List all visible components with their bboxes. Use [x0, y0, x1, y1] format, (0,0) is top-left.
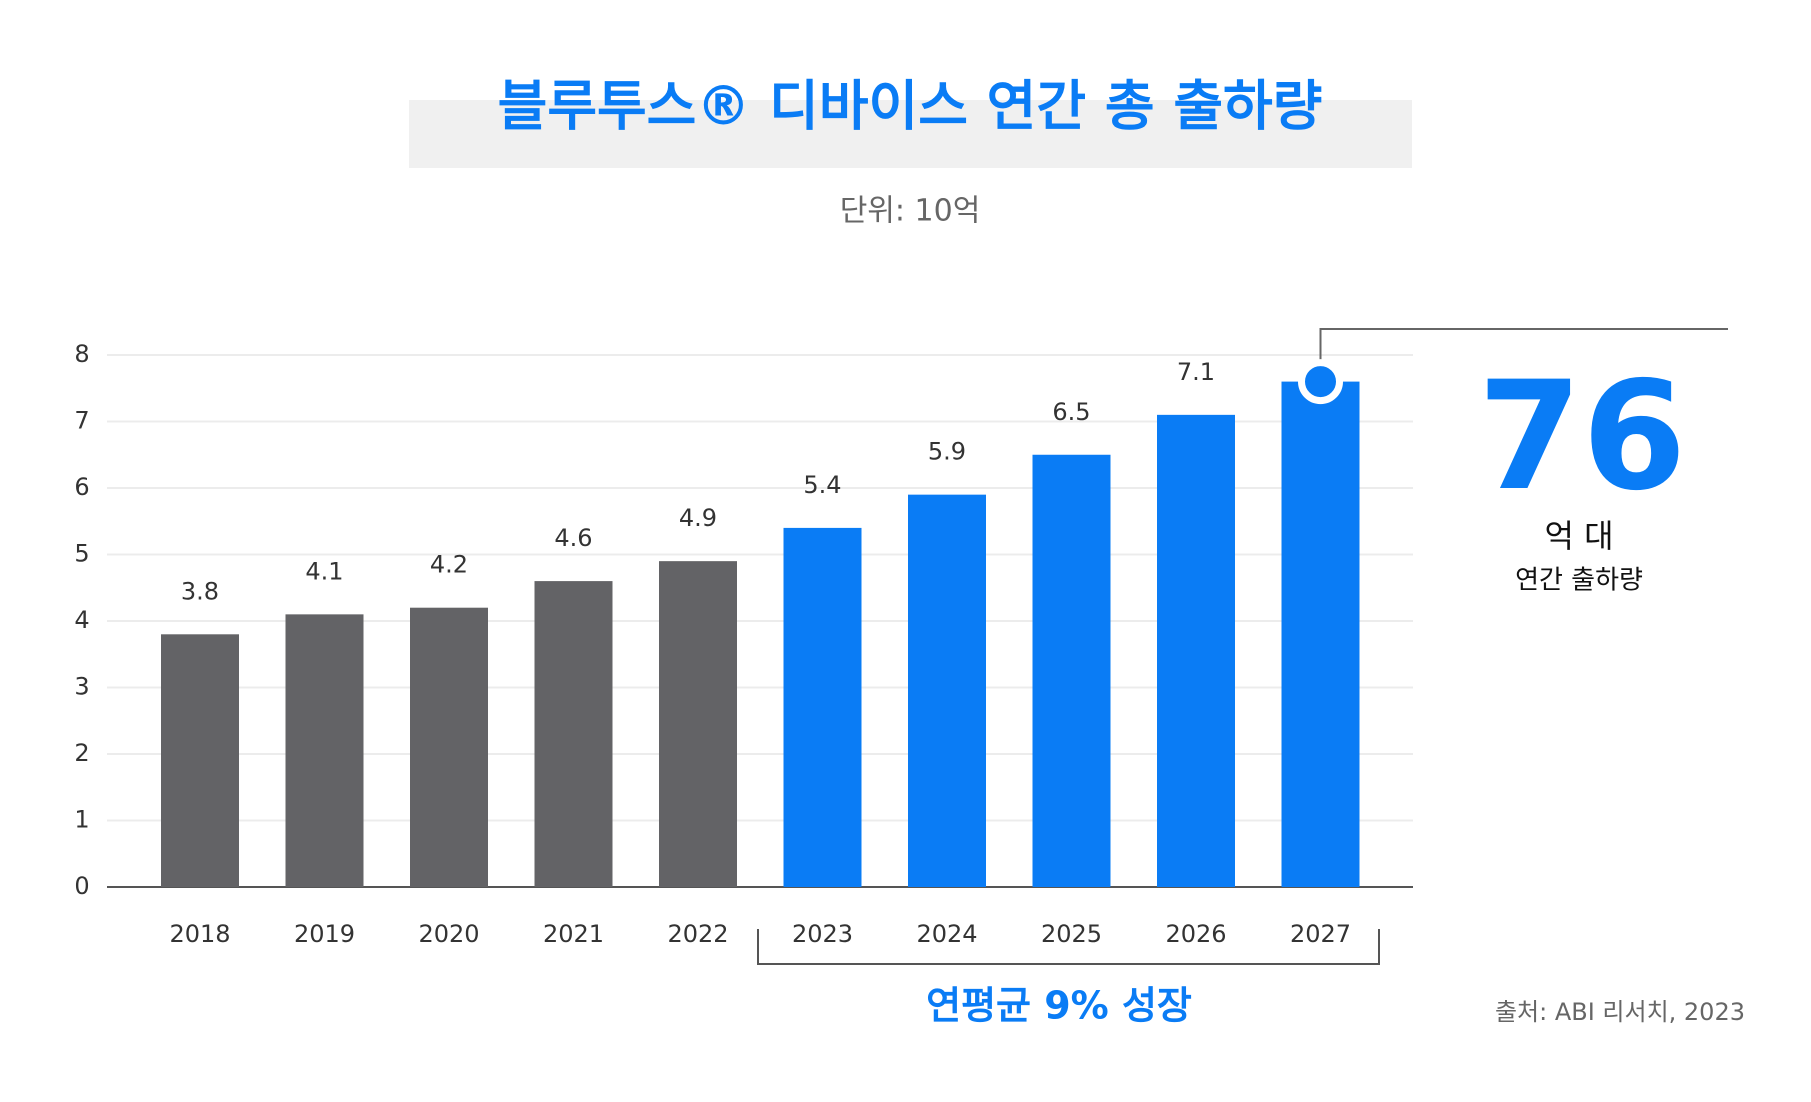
bar	[908, 494, 986, 887]
value-label: 6.5	[1052, 398, 1090, 426]
bar	[1032, 454, 1111, 887]
value-label: 5.9	[928, 438, 966, 466]
value-label: 3.8	[181, 577, 219, 605]
growth-annotation: 연평균 9% 성장	[926, 984, 1192, 1028]
value-label: 7.1	[1177, 358, 1215, 386]
x-tick-label: 2019	[294, 920, 355, 948]
y-tick-label: 6	[74, 473, 89, 501]
bar	[659, 561, 737, 887]
x-tick-label: 2018	[169, 920, 230, 948]
x-tick-label: 2020	[418, 920, 479, 948]
bar	[783, 527, 862, 887]
value-label: 4.9	[679, 504, 717, 532]
chart-subtitle: 단위: 10억	[840, 194, 981, 229]
chart-title: 블루투스® 디바이스 연간 총 출하량	[498, 75, 1323, 138]
bar	[1157, 414, 1235, 887]
callout-number: 76	[1478, 350, 1687, 524]
callout-marker	[1298, 359, 1343, 405]
x-tick-label: 2021	[543, 920, 604, 948]
x-tick-label: 2024	[916, 920, 977, 948]
value-label: 4.6	[554, 524, 592, 552]
growth-bracket	[757, 929, 1380, 965]
x-tick-label: 2026	[1165, 920, 1226, 948]
x-tick-label: 2023	[792, 920, 853, 948]
bar	[410, 607, 488, 887]
y-tick-label: 8	[74, 340, 89, 368]
value-label: 4.1	[305, 557, 343, 585]
y-tick-label: 2	[74, 739, 89, 767]
y-tick-label: 7	[74, 407, 89, 435]
x-tick-label: 2022	[667, 920, 728, 948]
bar	[161, 634, 239, 887]
callout-unit: 억 대	[1544, 517, 1613, 555]
title-background	[409, 100, 1412, 168]
bar	[1281, 381, 1360, 887]
y-tick-label: 5	[74, 540, 89, 568]
callout-caption: 연간 출하량	[1515, 566, 1643, 596]
source: 출처: ABI 리서치, 2023	[1495, 998, 1745, 1026]
x-tick-label: 2027	[1290, 920, 1351, 948]
value-label: 5.4	[803, 471, 841, 499]
callout-line	[1319, 328, 1728, 374]
bar	[285, 614, 364, 887]
y-tick-label: 1	[74, 806, 89, 834]
x-tick-label: 2025	[1041, 920, 1102, 948]
y-tick-label: 4	[74, 606, 89, 634]
bar	[534, 581, 613, 887]
y-tick-label: 3	[74, 673, 89, 701]
y-tick-label: 0	[74, 872, 89, 900]
value-label: 4.2	[430, 551, 468, 579]
